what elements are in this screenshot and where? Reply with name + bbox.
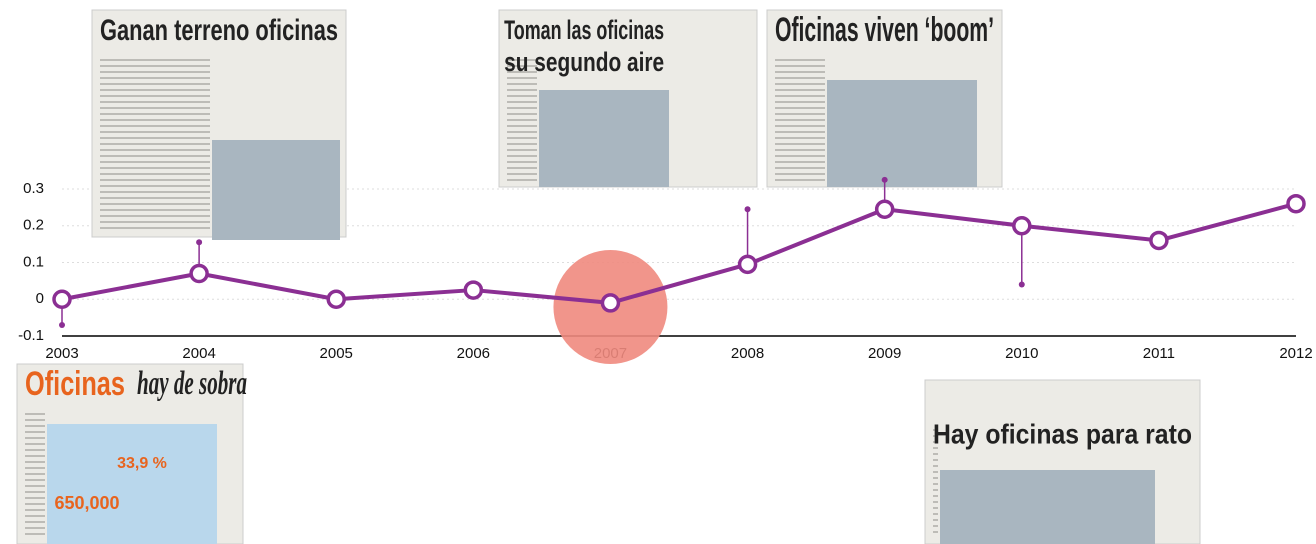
x-tick-label: 2009 bbox=[868, 345, 901, 362]
clipping-photo bbox=[827, 80, 977, 187]
point bbox=[600, 293, 621, 313]
clipping-headline: Ganan terreno oficinas bbox=[100, 14, 338, 47]
point bbox=[189, 263, 209, 284]
point bbox=[737, 254, 758, 275]
x-tick-label: 2004 bbox=[182, 345, 215, 362]
clipping-headline: Toman las oficinas bbox=[504, 15, 664, 45]
stem-end bbox=[196, 239, 203, 246]
x-tick-label: 2010 bbox=[1005, 345, 1038, 362]
x-tick-label: 2006 bbox=[457, 345, 490, 362]
x-tick-label: 2012 bbox=[1279, 345, 1312, 362]
clipping: Oficinas hay de sobra 33,9 % 650,000 bbox=[16, 363, 247, 544]
y-tick-label: 0.1 bbox=[23, 253, 44, 270]
stem-end bbox=[744, 206, 751, 213]
clipping-headline: Oficinas viven ‘boom’ bbox=[775, 11, 994, 49]
clipping-headline: Hay oficinas para rato bbox=[933, 418, 1192, 449]
y-tick-label: -0.1 bbox=[18, 327, 44, 344]
clipping-headline: hay de sobra bbox=[137, 365, 247, 402]
x-tick-label: 2008 bbox=[731, 345, 764, 362]
clipping-figure: 650,000 bbox=[54, 493, 119, 513]
point bbox=[1149, 230, 1169, 251]
point bbox=[326, 289, 346, 309]
point bbox=[1286, 193, 1306, 214]
stem-end bbox=[59, 321, 65, 328]
clipping-headline: su segundo aire bbox=[504, 47, 664, 77]
clipping: Hay oficinas para rato bbox=[924, 379, 1201, 544]
clipping-photo bbox=[212, 140, 340, 240]
point bbox=[874, 199, 895, 219]
stem-end bbox=[1018, 281, 1025, 288]
x-tick-label: 2003 bbox=[45, 345, 78, 362]
stem-end bbox=[881, 176, 888, 183]
x-tick-label: 2011 bbox=[1143, 345, 1175, 362]
point bbox=[1012, 216, 1032, 236]
clipping-figure: 33,9 % bbox=[117, 455, 167, 472]
x-tick-label: 2005 bbox=[320, 345, 353, 362]
y-tick-label: 0.2 bbox=[23, 217, 44, 234]
y-tick-label: 0.3 bbox=[23, 180, 44, 197]
clipping: Oficinas viven ‘boom’ bbox=[766, 9, 1003, 188]
line bbox=[61, 201, 1297, 305]
clipping-photo bbox=[47, 424, 217, 544]
point bbox=[52, 289, 72, 309]
clipping-photo bbox=[940, 470, 1155, 544]
clipping-photo bbox=[539, 90, 669, 187]
y-tick-label: 0 bbox=[36, 290, 44, 307]
point bbox=[463, 280, 484, 300]
clipping-headline: Oficinas bbox=[25, 365, 125, 403]
clipping: Ganan terreno oficinas bbox=[91, 9, 347, 240]
